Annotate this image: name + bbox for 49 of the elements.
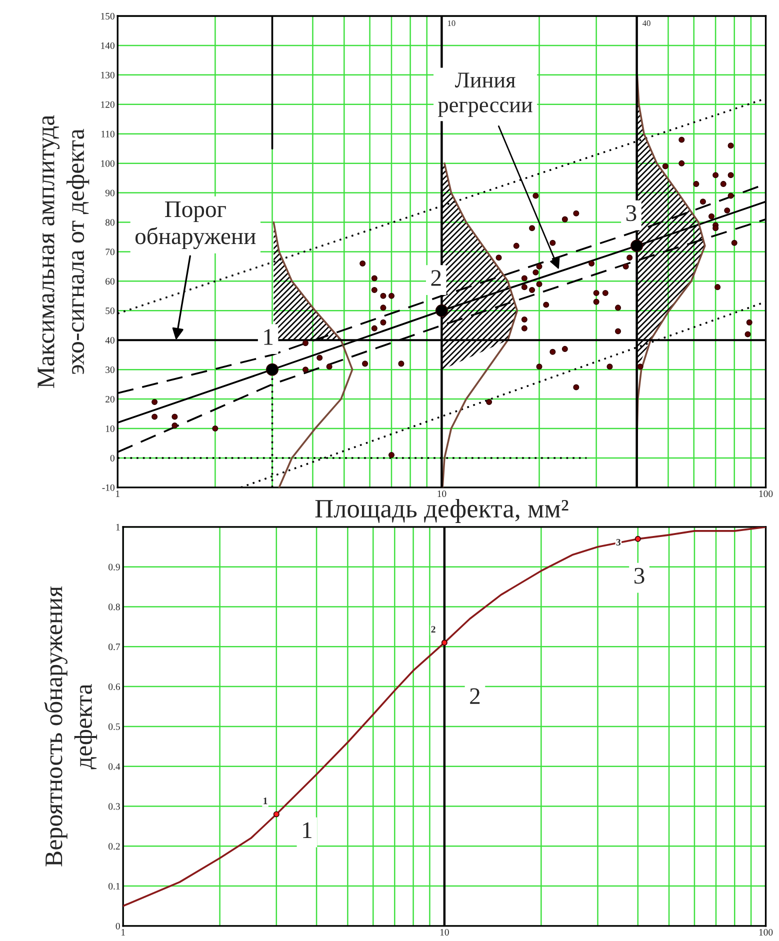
y-tick-label: 80 [106, 219, 114, 226]
y-tick-label: 110 [101, 130, 114, 138]
annotation: 3 [626, 205, 636, 222]
y-tick-label: 0.1 [108, 882, 120, 890]
annotation: 3 [634, 568, 644, 584]
annotation: 1 [264, 798, 268, 804]
y-tick-label: -10 [102, 484, 114, 491]
x-tick-label: 1 [122, 929, 125, 936]
annotation: 3 [616, 538, 621, 546]
y-tick-label: 60 [106, 278, 114, 285]
y-tick-label: 90 [105, 190, 114, 196]
y-axis-title: Максимальная амплитуда эхо-сигнала от дефекта [38, 115, 90, 388]
y-tick-label: 30 [106, 366, 114, 374]
annotation: 2 [431, 626, 436, 633]
ref-line-label: Порог обнаружени [135, 202, 256, 250]
y-tick-label: 0.9 [108, 564, 120, 570]
annotation: 2 [470, 688, 480, 704]
y-tick-label: 10 [106, 425, 114, 432]
y-axis-title: Вероятность обнаружения дефекта [44, 586, 98, 866]
x-tick-label: 100 [759, 490, 773, 498]
annotation: 1 [303, 822, 312, 838]
x-tick-label: 100 [759, 929, 773, 936]
ref-line-label: 40 [642, 20, 650, 26]
y-tick-label: 120 [101, 101, 114, 108]
x-axis-title: Площадь дефекта, мм² [315, 499, 568, 523]
y-tick-label: 20 [106, 396, 114, 403]
x-tick-label: 10 [438, 490, 446, 498]
y-tick-label: 40 [105, 337, 114, 344]
y-tick-label: 0.2 [108, 843, 120, 850]
y-tick-label: 130 [101, 72, 114, 78]
y-tick-label: 0.5 [108, 723, 120, 730]
y-tick-label: 1 [116, 524, 120, 530]
x-tick-label: 10 [440, 929, 449, 936]
annotation: Линия регрессии [438, 72, 532, 117]
y-tick-label: 0.8 [108, 604, 120, 610]
annotation: 2 [431, 270, 441, 286]
y-tick-label: 0.3 [108, 803, 120, 810]
y-tick-label: 150 [101, 12, 114, 20]
y-tick-label: 0.7 [108, 644, 120, 650]
y-tick-label: 50 [106, 308, 114, 314]
y-tick-label: 140 [101, 42, 114, 49]
ref-line-label: 10 [448, 20, 456, 26]
annotation: 1 [264, 329, 273, 345]
y-tick-label: 100 [101, 160, 114, 167]
y-tick-label: 0 [110, 454, 114, 462]
y-tick-label: 0.6 [108, 683, 120, 690]
y-tick-label: 70 [106, 248, 114, 256]
y-tick-label: 0 [116, 922, 120, 930]
y-tick-label: 0.4 [108, 763, 120, 770]
